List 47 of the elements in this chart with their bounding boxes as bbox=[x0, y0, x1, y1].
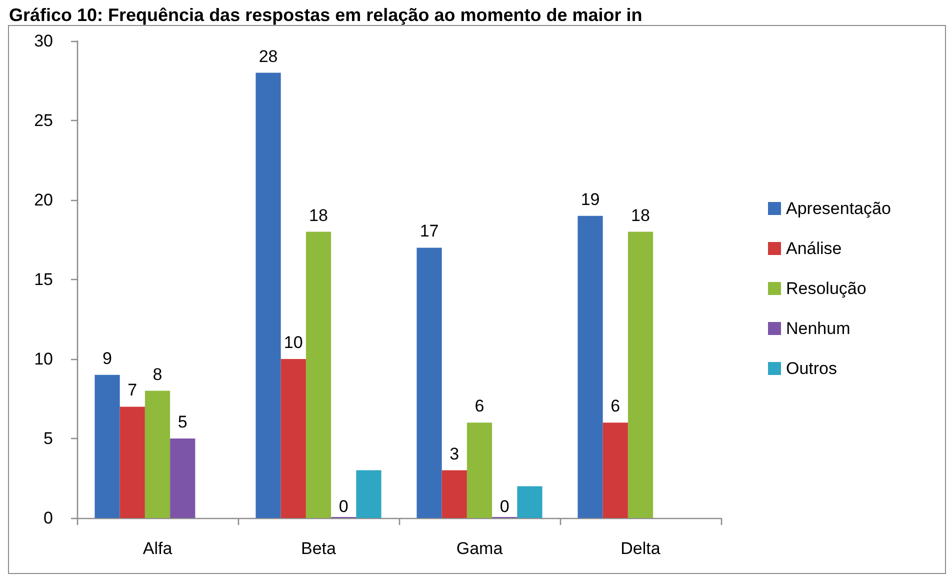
x-tick-label: Alfa bbox=[142, 539, 173, 558]
data-label: 10 bbox=[284, 333, 303, 352]
bar bbox=[416, 248, 442, 518]
bar bbox=[120, 406, 145, 518]
data-label: 0 bbox=[338, 497, 348, 516]
bar bbox=[94, 374, 120, 518]
data-label: 18 bbox=[631, 206, 650, 225]
data-label: 19 bbox=[580, 190, 600, 209]
bar bbox=[256, 72, 281, 518]
data-label: 18 bbox=[309, 206, 328, 225]
y-tick-label: 15 bbox=[34, 270, 53, 289]
y-tick-label: 20 bbox=[34, 190, 53, 210]
bar bbox=[466, 422, 492, 518]
legend-label: Análise bbox=[786, 239, 842, 258]
data-label: 3 bbox=[450, 444, 460, 464]
data-label: 8 bbox=[152, 364, 162, 384]
data-label: 0 bbox=[500, 497, 510, 516]
bar bbox=[578, 216, 603, 518]
bar bbox=[280, 359, 306, 518]
data-label: 9 bbox=[102, 348, 112, 368]
y-tick-label: 10 bbox=[34, 350, 53, 368]
x-tick-label: Gama bbox=[456, 539, 504, 558]
y-tick-label: 5 bbox=[44, 429, 53, 448]
data-label: 6 bbox=[610, 396, 620, 416]
y-tick-label: 25 bbox=[34, 111, 53, 130]
data-label: 6 bbox=[474, 396, 484, 416]
x-tick-label: Delta bbox=[620, 539, 661, 558]
bar bbox=[170, 438, 196, 518]
legend-label: Outros bbox=[786, 359, 838, 378]
bar bbox=[442, 470, 467, 518]
data-label: 5 bbox=[178, 412, 188, 432]
bar bbox=[356, 470, 382, 518]
bar bbox=[306, 232, 332, 518]
legend-label: Apresentação bbox=[786, 199, 891, 218]
y-tick-label: 30 bbox=[34, 32, 53, 50]
data-label: 28 bbox=[258, 46, 278, 66]
bar bbox=[602, 422, 628, 518]
legend-label: Nenhum bbox=[786, 319, 850, 338]
chart-title: Gráfico 10: Frequência das respostas em relação ao momento de maior in bbox=[9, 5, 642, 25]
legend-label: Resolução bbox=[786, 279, 866, 298]
bar bbox=[628, 232, 654, 518]
data-label: 7 bbox=[128, 380, 138, 400]
y-tick-label: 0 bbox=[44, 508, 53, 528]
bar bbox=[144, 390, 170, 518]
x-tick-label: Beta bbox=[301, 539, 337, 558]
data-label: 17 bbox=[420, 222, 439, 241]
bar bbox=[517, 486, 542, 518]
